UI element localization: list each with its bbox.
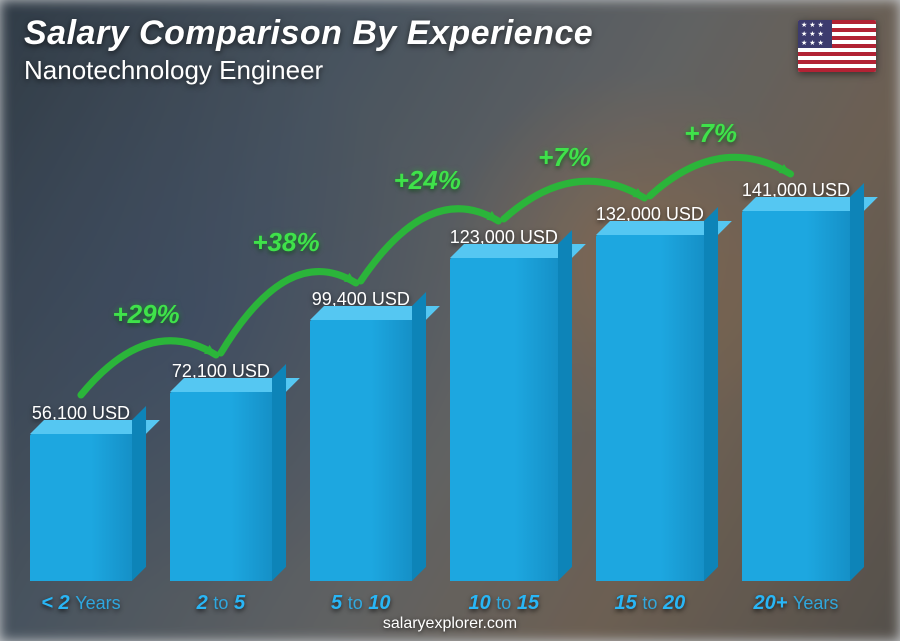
footer-attribution: salaryexplorer.com [0,615,900,633]
bar [30,434,132,581]
bar-category-label: 15 to 20 [615,592,686,615]
bar-group: 132,000 USD15 to 20 [596,204,704,581]
bar [742,211,850,581]
bar-category-label: 2 to 5 [197,592,245,615]
chart-subtitle: Nanotechnology Engineer [24,55,593,86]
growth-percent-label: +7% [538,142,591,173]
bar-chart: 56,100 USD< 2 Years 72,100 USD2 to 5 99,40… [20,120,860,581]
growth-percent-label: +24% [394,165,461,196]
bar [596,235,704,581]
growth-percent-label: +7% [684,118,737,149]
chart-title: Salary Comparison By Experience [24,14,593,53]
infographic-content: Salary Comparison By Experience Nanotech… [0,0,900,641]
bar-group: 56,100 USD< 2 Years [30,403,132,581]
bar-category-label: < 2 Years [41,592,120,615]
bar-category-label: 20+ Years [754,592,839,615]
bar [170,392,272,581]
bar-category-label: 10 to 15 [468,592,539,615]
country-flag-icon [798,20,876,72]
title-block: Salary Comparison By Experience Nanotech… [24,14,593,86]
bar [450,258,558,581]
growth-percent-label: +38% [252,227,319,258]
bar-group: 99,400 USD5 to 10 [310,289,412,581]
bar-category-label: 5 to 10 [331,592,391,615]
growth-percent-label: +29% [112,299,179,330]
bar-group: 72,100 USD2 to 5 [170,361,272,581]
bar-group: 123,000 USD10 to 15 [450,227,558,581]
bar [310,320,412,581]
bar-group: 141,000 USD20+ Years [742,180,850,581]
